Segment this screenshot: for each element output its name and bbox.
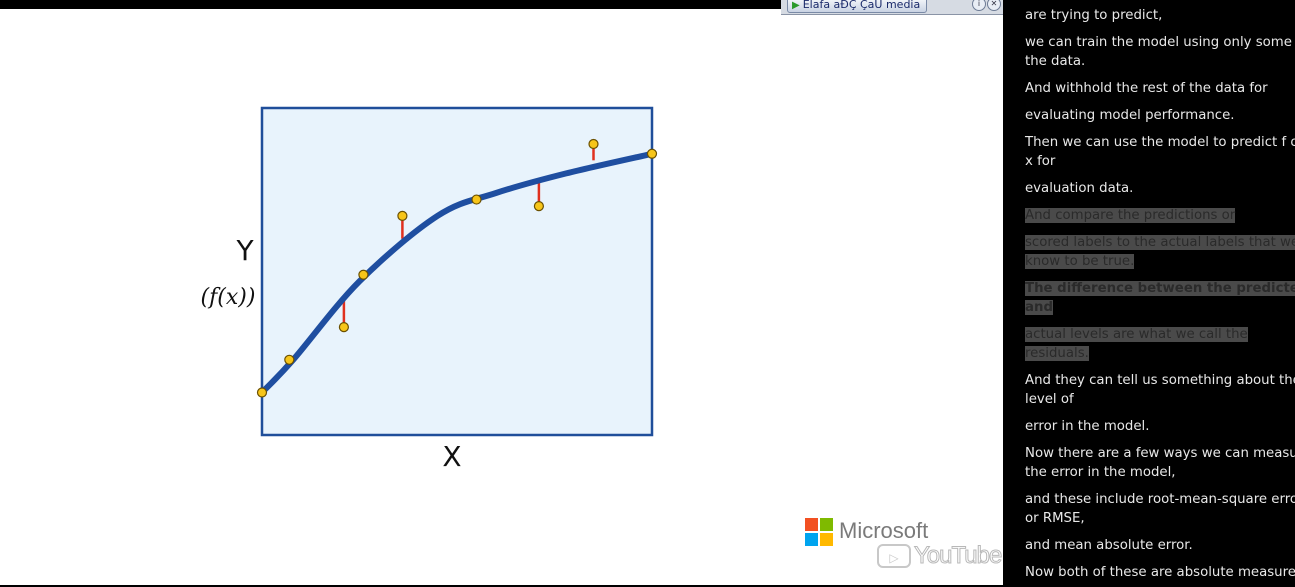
transcript-line[interactable]: and these include root-mean-square error bbox=[1025, 490, 1295, 509]
transcript-line-text: Now there are a few ways we can measure bbox=[1025, 446, 1295, 461]
y-axis-sublabel: (f(x)) bbox=[201, 285, 256, 310]
transcript-line-text: The difference between the predicted bbox=[1025, 281, 1295, 296]
play-icon: ▶ bbox=[792, 0, 800, 11]
observation-point-3 bbox=[358, 269, 369, 280]
transcript-line[interactable]: we can train the model using only some o… bbox=[1025, 33, 1295, 52]
transcript-line[interactable]: evaluating model performance. bbox=[1025, 106, 1295, 125]
transcript-line[interactable]: scored labels to the actual labels that … bbox=[1025, 233, 1295, 252]
transcript-line-text: evaluating model performance. bbox=[1025, 108, 1235, 123]
transcript-line[interactable]: are trying to predict, bbox=[1025, 6, 1295, 25]
play-media-button[interactable]: ▶ Elafa aĐÇ ÇaU media bbox=[787, 0, 928, 13]
y-axis-label: Y bbox=[235, 234, 254, 267]
microsoft-wordmark: Microsoft bbox=[839, 518, 929, 543]
transcript-line-text: are trying to predict, bbox=[1025, 8, 1163, 23]
transcript-line-text: actual levels are what we call the bbox=[1025, 327, 1248, 342]
transcript-line-text: And compare the predictions or bbox=[1025, 208, 1236, 223]
plot-area bbox=[260, 106, 654, 437]
transcript-line[interactable]: Then we can use the model to predict f o… bbox=[1025, 133, 1295, 152]
transcript-line-text: Then we can use the model to predict f o… bbox=[1025, 135, 1295, 150]
transcript-line[interactable]: and mean absolute error. bbox=[1025, 536, 1295, 555]
video-top-bar bbox=[0, 0, 1003, 9]
transcript-line-text: know to be true. bbox=[1025, 254, 1135, 269]
transcript-line-text: and mean absolute error. bbox=[1025, 538, 1193, 553]
transcript-line-text: we can train the model using only some o… bbox=[1025, 35, 1295, 50]
transcript-line-text: x for bbox=[1025, 154, 1056, 169]
observation-point-5 bbox=[471, 194, 482, 205]
transcript-line[interactable]: And they can tell us something about the bbox=[1025, 371, 1295, 390]
transcript-line-text: error in the model. bbox=[1025, 419, 1150, 434]
transcript-line[interactable]: the data. bbox=[1025, 52, 1295, 71]
youtube-play-icon: ▷ bbox=[877, 544, 911, 568]
transcript-line-text: residuals. bbox=[1025, 346, 1089, 361]
transcript-line[interactable]: The difference between the predicted bbox=[1025, 279, 1295, 298]
regression-curve bbox=[259, 150, 655, 396]
youtube-wordmark: YouTube bbox=[913, 542, 1002, 570]
transcript-line-text: the data. bbox=[1025, 54, 1086, 69]
transcript-line[interactable]: level of bbox=[1025, 390, 1295, 409]
media-toolbar: ▶ Elafa aĐÇ ÇaU media i ✕ bbox=[781, 0, 1003, 15]
play-media-label: Elafa aĐÇ ÇaU media bbox=[802, 0, 921, 11]
transcript-line-text: Now both of these are absolute measures bbox=[1025, 565, 1295, 580]
x-axis-label: X bbox=[442, 440, 461, 473]
observation-point-6 bbox=[533, 201, 545, 212]
transcript-line[interactable]: or RMSE, bbox=[1025, 509, 1295, 528]
transcript-line[interactable]: x for bbox=[1025, 152, 1295, 171]
video-bottom-edge bbox=[0, 585, 1003, 587]
observation-point-0 bbox=[256, 387, 268, 398]
transcript-line[interactable]: evaluation data. bbox=[1025, 179, 1295, 198]
transcript-line-text: And withhold the rest of the data for bbox=[1025, 81, 1268, 96]
transcript-line-text: and these include root-mean-square error bbox=[1025, 492, 1295, 507]
close-icon[interactable]: ✕ bbox=[987, 0, 1001, 11]
transcript-line-text: And they can tell us something about the bbox=[1025, 373, 1295, 388]
observation-point-8 bbox=[646, 148, 658, 159]
observation-point-1 bbox=[284, 354, 295, 365]
transcript-line[interactable]: error in the model. bbox=[1025, 417, 1295, 436]
transcript-line[interactable]: And withhold the rest of the data for bbox=[1025, 79, 1295, 98]
transcript-line[interactable]: actual levels are what we call the bbox=[1025, 325, 1295, 344]
info-icon[interactable]: i bbox=[972, 0, 986, 11]
transcript-line[interactable]: Now both of these are absolute measures bbox=[1025, 563, 1295, 582]
observation-point-2 bbox=[338, 321, 349, 333]
transcript-line-text: the error in the model, bbox=[1025, 465, 1176, 480]
transcript-line-text: and bbox=[1025, 300, 1053, 315]
transcript-line-text: or RMSE, bbox=[1025, 511, 1085, 526]
transcript-line[interactable]: and bbox=[1025, 298, 1295, 317]
transcript-line[interactable]: know to be true. bbox=[1025, 252, 1295, 271]
observation-point-4 bbox=[397, 210, 408, 222]
transcript-line-text: level of bbox=[1025, 392, 1074, 407]
microsoft-logo-icon bbox=[805, 518, 833, 546]
transcript-line[interactable]: And compare the predictions or bbox=[1025, 206, 1295, 225]
transcript-line-text: evaluation data. bbox=[1025, 181, 1134, 196]
transcript-line[interactable]: Now there are a few ways we can measure bbox=[1025, 444, 1295, 463]
transcript-line[interactable]: the error in the model, bbox=[1025, 463, 1295, 482]
residuals-chart: X Y (f(x)) bbox=[201, 106, 658, 473]
transcript-panel[interactable]: are trying to predict, we can train the m… bbox=[1003, 0, 1295, 587]
observation-point-7 bbox=[588, 138, 599, 150]
transcript-line-text: scored labels to the actual labels that … bbox=[1025, 235, 1295, 250]
observation-points bbox=[256, 138, 658, 398]
transcript-line[interactable]: residuals. bbox=[1025, 344, 1295, 363]
